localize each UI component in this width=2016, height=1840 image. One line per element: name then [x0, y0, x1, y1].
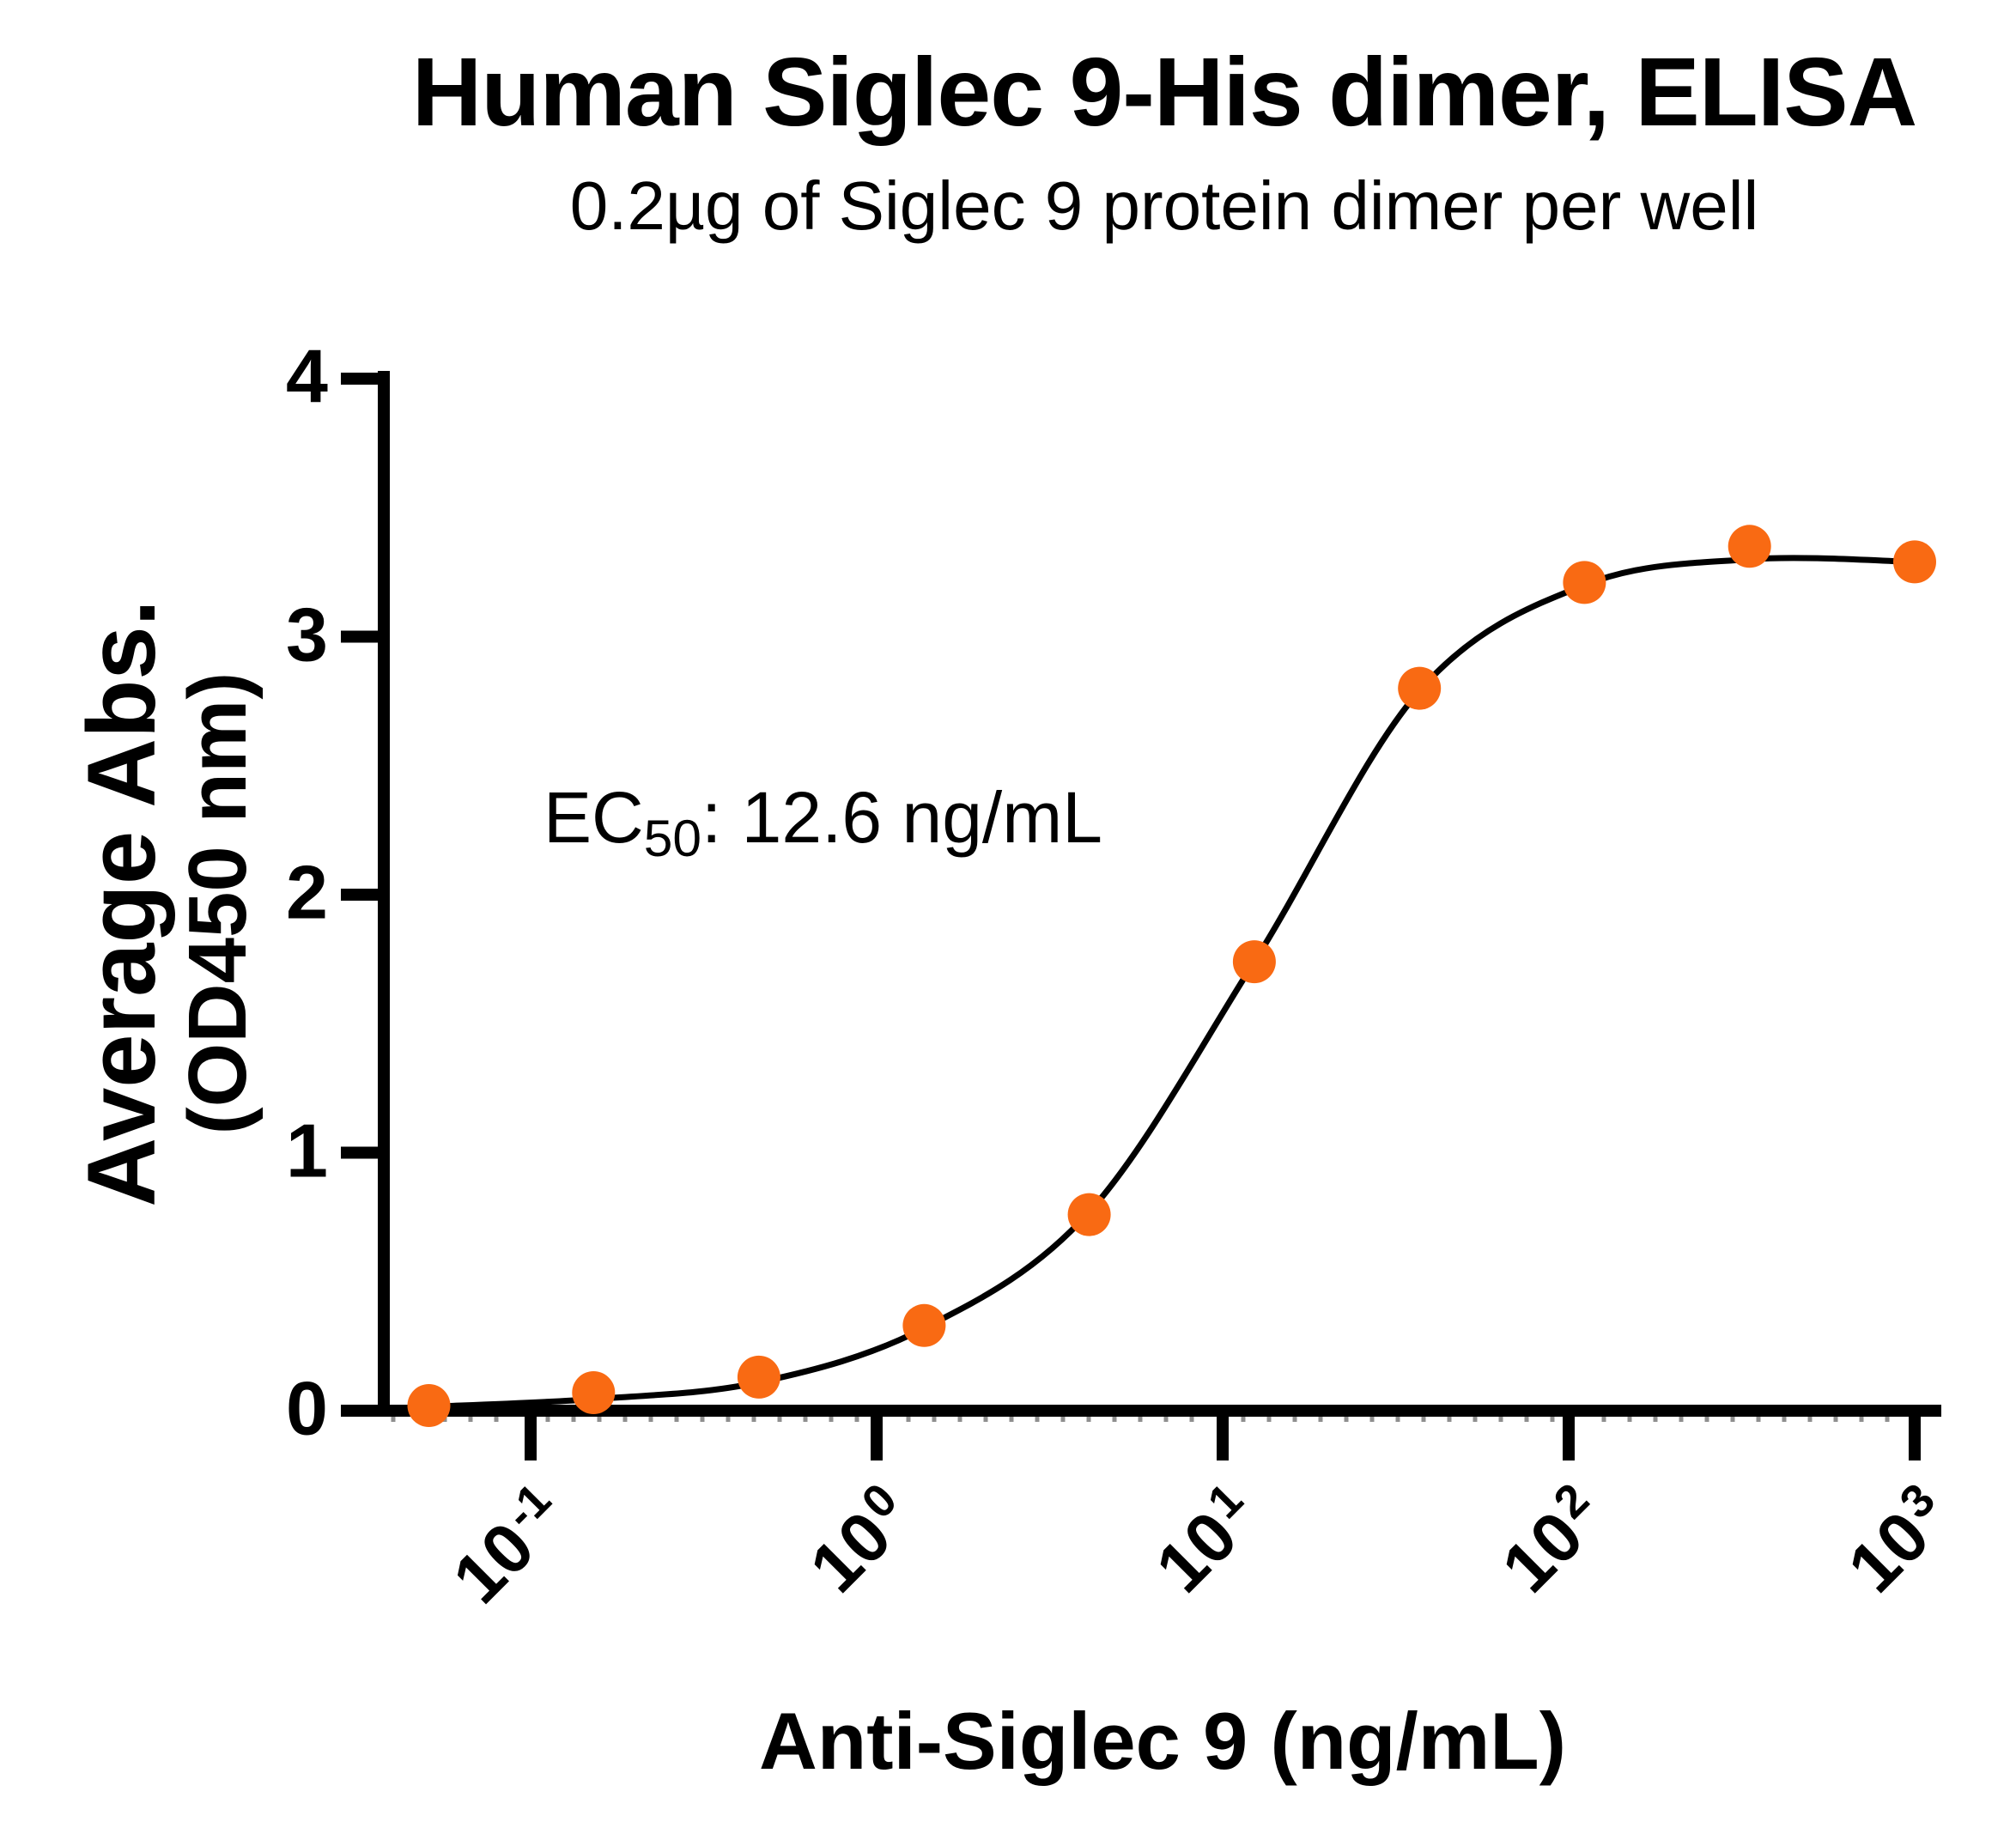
x-axis-minor-tick [1756, 1417, 1761, 1422]
x-axis-minor-tick [726, 1417, 731, 1422]
ec50-prefix: EC [543, 777, 644, 858]
chart-subtitle: 0.2µg of Siglec 9 protein dimer per well [569, 167, 1759, 244]
data-point [1563, 561, 1606, 604]
x-axis-title: Anti-Siglec 9 (ng/mL) [759, 1696, 1566, 1786]
ec50-annotation: EC50: 12.6 ng/mL [543, 777, 1102, 866]
x-axis-minor-tick [1292, 1417, 1297, 1422]
x-axis-minor-tick [1730, 1417, 1735, 1422]
x-axis-minor-tick [571, 1417, 576, 1422]
ec50-value: : 12.6 ng/mL [701, 777, 1102, 858]
x-axis-minor-tick [854, 1417, 859, 1422]
data-point [1067, 1193, 1111, 1236]
x-axis-minor-tick [1653, 1417, 1658, 1422]
data-point [407, 1384, 451, 1427]
x-axis-minor-tick [622, 1417, 628, 1422]
x-axis-minor-tick [957, 1417, 962, 1422]
x-axis-minor-tick [1498, 1417, 1503, 1422]
x-axis-minor-tick [1627, 1417, 1632, 1422]
y-tick-label-3: 3 [286, 591, 328, 677]
data-point [1232, 940, 1276, 984]
y-tick-label-0: 0 [286, 1365, 328, 1451]
x-axis-minor-tick [1189, 1417, 1194, 1422]
x-axis-minor-tick [1833, 1417, 1838, 1422]
y-axis-title-line2: (OD450 nm) [172, 671, 264, 1135]
chart-title: Human Siglec 9-His dimer, ELISA [411, 38, 1917, 146]
x-axis-minor-tick [391, 1417, 396, 1422]
x-axis-minor-tick [1009, 1417, 1014, 1422]
x-axis-minor-tick [597, 1417, 602, 1422]
y-tick-label-2: 2 [286, 849, 328, 935]
x-axis-minor-tick [1550, 1417, 1555, 1422]
x-axis-minor-tick [1421, 1417, 1426, 1422]
fit-curve [428, 555, 1916, 1410]
x-axis-minor-tick [1782, 1417, 1787, 1422]
x-axis-minor-tick [494, 1417, 499, 1422]
x-axis-minor-tick [1086, 1417, 1091, 1422]
x-axis-minor-tick [803, 1417, 808, 1422]
x-axis-minor-tick [1318, 1417, 1323, 1422]
x-axis-minor-tick [777, 1417, 782, 1422]
x-axis-minor-tick [1859, 1417, 1864, 1422]
x-axis-minor-tick [674, 1417, 679, 1422]
data-point [1728, 525, 1771, 568]
ec50-subscript: 50 [643, 808, 701, 867]
x-axis-minor-tick [1524, 1417, 1529, 1422]
data-point [572, 1371, 616, 1414]
x-axis-minor-tick [545, 1417, 550, 1422]
y-tick-label-4: 4 [286, 333, 328, 419]
x-axis-minor-tick [751, 1417, 756, 1422]
x-axis-minor-tick [700, 1417, 705, 1422]
x-axis-minor-tick [648, 1417, 653, 1422]
data-point [1893, 540, 1936, 584]
data-point [737, 1355, 780, 1399]
x-axis-minor-tick [983, 1417, 988, 1422]
x-axis-minor-tick [1679, 1417, 1684, 1422]
x-axis-minor-tick [1241, 1417, 1246, 1422]
x-axis-minor-tick [1112, 1417, 1117, 1422]
x-axis-minor-tick [1473, 1417, 1478, 1422]
data-point [902, 1303, 946, 1347]
x-axis-minor-tick [932, 1417, 937, 1422]
x-axis-minor-tick [1369, 1417, 1375, 1422]
x-axis-minor-tick [1138, 1417, 1143, 1422]
x-axis-minor-tick [1447, 1417, 1452, 1422]
x-axis-minor-tick [468, 1417, 473, 1422]
x-axis-minor-tick [1035, 1417, 1040, 1422]
x-axis-minor-tick [829, 1417, 834, 1422]
data-point [1398, 666, 1442, 710]
x-axis-minor-tick [1807, 1417, 1813, 1422]
x-axis-minor-tick [1885, 1417, 1890, 1422]
x-axis-minor-tick [1163, 1417, 1169, 1422]
x-axis-minor-tick [1601, 1417, 1606, 1422]
x-axis-minor-tick [1395, 1417, 1400, 1422]
x-axis-minor-tick [1704, 1417, 1709, 1422]
y-axis-title-line1: Average Abs. [68, 599, 176, 1207]
y-tick-label-1: 1 [286, 1107, 328, 1193]
x-axis-minor-tick [1060, 1417, 1066, 1422]
x-axis-minor-tick [1344, 1417, 1349, 1422]
x-axis-minor-tick [906, 1417, 911, 1422]
y-axis-title: Average Abs. (OD450 nm) [68, 599, 264, 1207]
x-axis-minor-tick [1266, 1417, 1272, 1422]
